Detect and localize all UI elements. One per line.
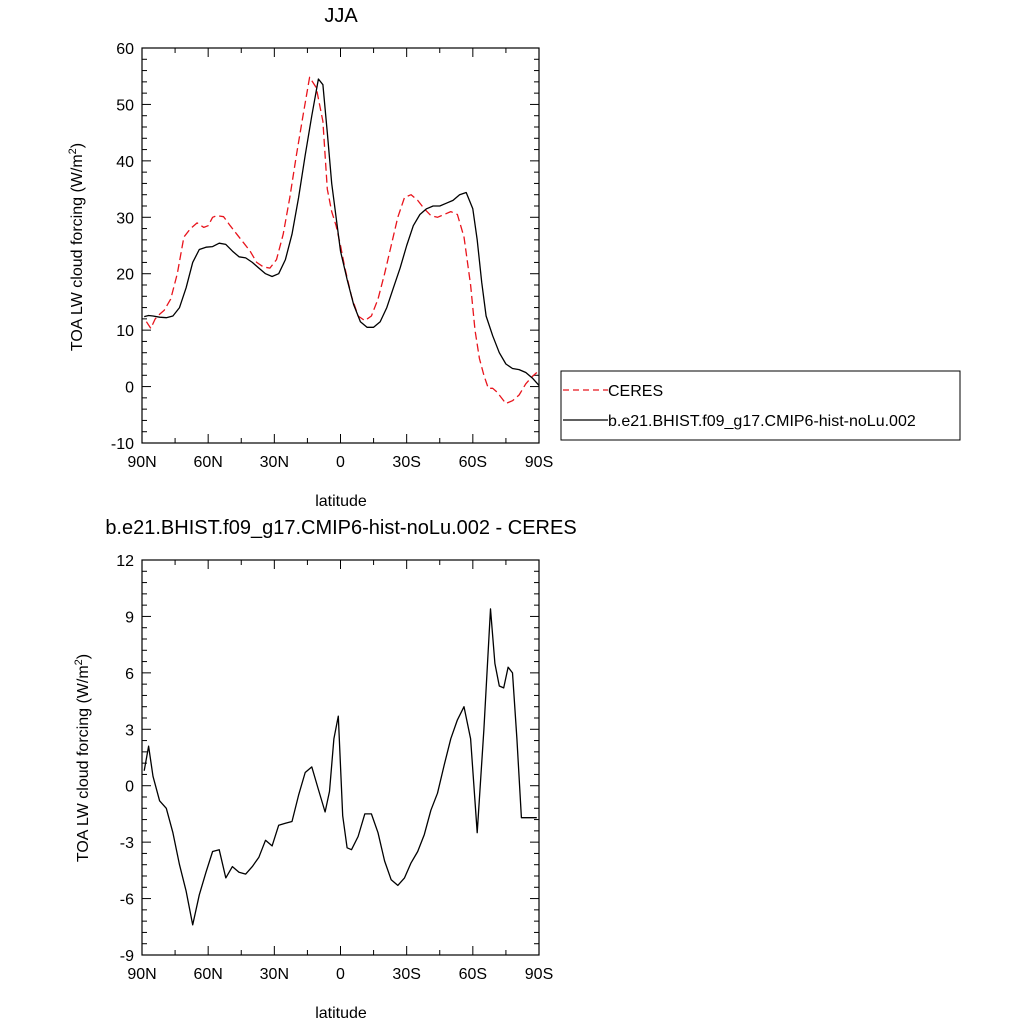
bottom-y-tick-label: -3 bbox=[120, 835, 134, 852]
top-x-tick-label: 30S bbox=[392, 454, 420, 471]
bottom-x-tick-label: 30N bbox=[260, 966, 289, 983]
bottom-y-tick-label: -9 bbox=[120, 948, 134, 965]
top-y-tick-label: 60 bbox=[116, 41, 134, 58]
legend: CERES b.e21.BHIST.f09_g17.CMIP6-hist-noL… bbox=[560, 370, 961, 441]
bottom-x-tick-label: 90S bbox=[525, 966, 553, 983]
bottom-plot-area: 90N 60N 30N 0 30S 60S 90S 12 9 6 3 0 -3 -6 -9 bbox=[116, 553, 553, 983]
bottom-y-tick-label: 9 bbox=[125, 609, 134, 626]
top-x-tick-label: 30N bbox=[260, 454, 289, 471]
bottom-series-line-difference bbox=[143, 608, 537, 926]
top-y-tick-label: 20 bbox=[116, 267, 134, 284]
top-x-tick-label: 0 bbox=[336, 454, 345, 471]
top-series-line-b-e21-bhist-f09-g17-cmip6-hist-nolu-002 bbox=[144, 78, 540, 386]
top-y-tick-label: 30 bbox=[116, 210, 134, 227]
top-x-tick-label: 60S bbox=[459, 454, 487, 471]
bottom-x-tick-label: 60N bbox=[193, 966, 222, 983]
bottom-y-tick-label: 6 bbox=[125, 666, 134, 683]
top-y-axis-label: TOA LW cloud forcing (W/m2) bbox=[67, 143, 86, 351]
bottom-y-axis-label: TOA LW cloud forcing (W/m2) bbox=[73, 654, 92, 862]
bottom-x-tick-label: 0 bbox=[336, 966, 345, 983]
top-y-tick-label: 50 bbox=[116, 97, 134, 114]
top-y-tick-label: 40 bbox=[116, 154, 134, 171]
bottom-x-tick-label: 60S bbox=[459, 966, 487, 983]
legend-label-model: b.e21.BHIST.f09_g17.CMIP6-hist-noLu.002 bbox=[608, 413, 916, 430]
bottom-chart-title: b.e21.BHIST.f09_g17.CMIP6-hist-noLu.002 … bbox=[105, 517, 576, 539]
bottom-x-tick-label: 30S bbox=[392, 966, 420, 983]
legend-box bbox=[560, 370, 961, 441]
top-x-tick-label: 90S bbox=[525, 454, 553, 471]
bottom-y-tick-label: 3 bbox=[125, 722, 134, 739]
bottom-x-tick-label: 90N bbox=[127, 966, 156, 983]
bottom-x-axis-label: latitude bbox=[315, 1005, 367, 1022]
bottom-y-tick-label: 12 bbox=[116, 553, 134, 570]
bottom-y-tick-label: -6 bbox=[120, 892, 134, 909]
legend-label-ceres: CERES bbox=[608, 383, 663, 400]
bottom-panel: b.e21.BHIST.f09_g17.CMIP6-hist-noLu.002 … bbox=[73, 517, 577, 1022]
top-x-tick-label: 90N bbox=[127, 454, 156, 471]
top-series-line-ceres bbox=[145, 76, 538, 405]
top-panel: JJA 90N 60N 30N 0 30S 60S 90S6050403020100-10 … bbox=[67, 5, 961, 510]
top-x-tick-label: 60N bbox=[193, 454, 222, 471]
top-y-tick-label: -10 bbox=[111, 436, 134, 453]
top-y-tick-label: 10 bbox=[116, 323, 134, 340]
top-plot-area: 90N 60N 30N 0 30S 60S 90S 60 50 40 30 20 10 0 -10 bbox=[111, 41, 553, 471]
top-x-axis-label: latitude bbox=[315, 493, 367, 510]
top-chart-title: JJA bbox=[324, 5, 358, 27]
top-y-tick-label: 0 bbox=[125, 380, 134, 397]
bottom-y-tick-label: 0 bbox=[125, 779, 134, 796]
